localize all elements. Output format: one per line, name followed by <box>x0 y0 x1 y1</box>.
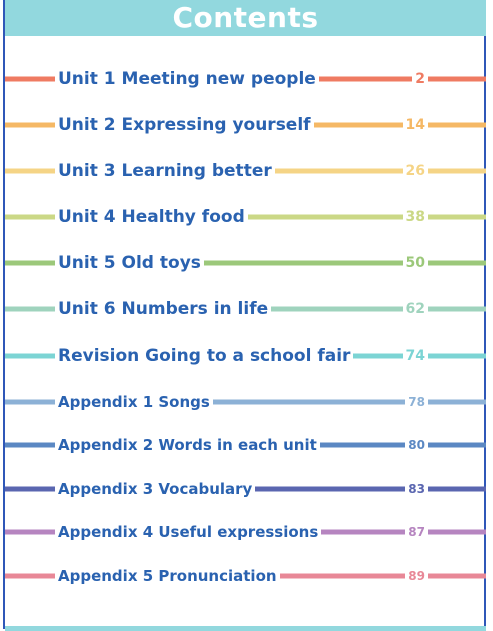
bar-left <box>5 306 55 312</box>
bar-left <box>5 529 55 535</box>
bar-middle <box>279 573 406 579</box>
bar-left <box>5 260 55 266</box>
bar-right <box>428 260 486 266</box>
bar-middle <box>321 529 406 535</box>
bar-left <box>5 486 55 492</box>
entry-label: Unit 4 Healthy food <box>58 207 245 227</box>
bar-middle <box>247 214 403 220</box>
entry-label: Appendix 5 Pronunciation <box>58 567 277 585</box>
toc-entry-revision[interactable]: Revision Going to a school fair 74 <box>0 343 493 369</box>
entry-page: 83 <box>408 482 425 496</box>
page-title: Contents <box>172 1 319 34</box>
entry-label: Appendix 1 Songs <box>58 393 210 411</box>
toc-entry-appendix-1[interactable]: Appendix 1 Songs 78 <box>0 389 493 415</box>
toc-entry-unit-1[interactable]: Unit 1 Meeting new people 2 <box>0 66 493 92</box>
entry-label: Unit 3 Learning better <box>58 161 272 181</box>
toc-entry-unit-3[interactable]: Unit 3 Learning better 26 <box>0 158 493 184</box>
bar-right <box>428 76 486 82</box>
toc-entry-unit-6[interactable]: Unit 6 Numbers in life 62 <box>0 296 493 322</box>
entry-label: Revision Going to a school fair <box>58 346 351 366</box>
entry-label: Appendix 2 Words in each unit <box>58 436 317 454</box>
bar-right <box>428 306 486 312</box>
bar-middle <box>318 76 413 82</box>
toc-entry-unit-5[interactable]: Unit 5 Old toys 50 <box>0 250 493 276</box>
entry-page: 14 <box>405 117 425 133</box>
entry-page: 80 <box>408 438 425 452</box>
entry-label: Unit 1 Meeting new people <box>58 69 316 89</box>
bar-middle <box>203 260 403 266</box>
toc-entry-unit-2[interactable]: Unit 2 Expressing yourself 14 <box>0 112 493 138</box>
bar-middle <box>271 306 403 312</box>
entry-page: 78 <box>408 395 425 409</box>
toc-entry-appendix-2[interactable]: Appendix 2 Words in each unit 80 <box>0 432 493 458</box>
bar-middle <box>255 486 406 492</box>
bar-left <box>5 76 55 82</box>
bar-middle <box>274 168 403 174</box>
entry-page: 89 <box>408 569 425 583</box>
entry-label: Unit 2 Expressing yourself <box>58 115 311 135</box>
bar-middle <box>319 442 406 448</box>
bar-left <box>5 353 55 359</box>
entry-page: 62 <box>405 301 425 317</box>
bar-right <box>428 168 486 174</box>
bar-left <box>5 122 55 128</box>
bar-middle <box>353 353 403 359</box>
entry-page: 74 <box>405 348 425 364</box>
bar-right <box>428 529 486 535</box>
bar-middle <box>313 122 403 128</box>
bar-right <box>428 399 486 405</box>
bar-right <box>428 573 486 579</box>
bar-left <box>5 214 55 220</box>
toc-entry-appendix-3[interactable]: Appendix 3 Vocabulary 83 <box>0 476 493 502</box>
toc-entry-unit-4[interactable]: Unit 4 Healthy food 38 <box>0 204 493 230</box>
entry-page: 26 <box>405 163 425 179</box>
toc-entry-appendix-5[interactable]: Appendix 5 Pronunciation 89 <box>0 563 493 589</box>
header-band <box>5 0 486 36</box>
entry-page: 38 <box>405 209 425 225</box>
bar-left <box>5 573 55 579</box>
bar-left <box>5 442 55 448</box>
bar-right <box>428 486 486 492</box>
entry-label: Unit 5 Old toys <box>58 253 201 273</box>
entry-label: Appendix 3 Vocabulary <box>58 480 253 498</box>
bar-middle <box>212 399 406 405</box>
bar-right <box>428 353 486 359</box>
entry-page: 2 <box>415 71 425 87</box>
bar-right <box>428 122 486 128</box>
bar-right <box>428 442 486 448</box>
bar-right <box>428 214 486 220</box>
entry-label: Appendix 4 Useful expressions <box>58 523 319 541</box>
entry-label: Unit 6 Numbers in life <box>58 299 269 319</box>
bar-left <box>5 168 55 174</box>
bar-left <box>5 399 55 405</box>
entry-page: 50 <box>405 255 425 271</box>
entry-page: 87 <box>408 525 425 539</box>
toc-entry-appendix-4[interactable]: Appendix 4 Useful expressions 87 <box>0 519 493 545</box>
footer-band <box>5 626 486 631</box>
